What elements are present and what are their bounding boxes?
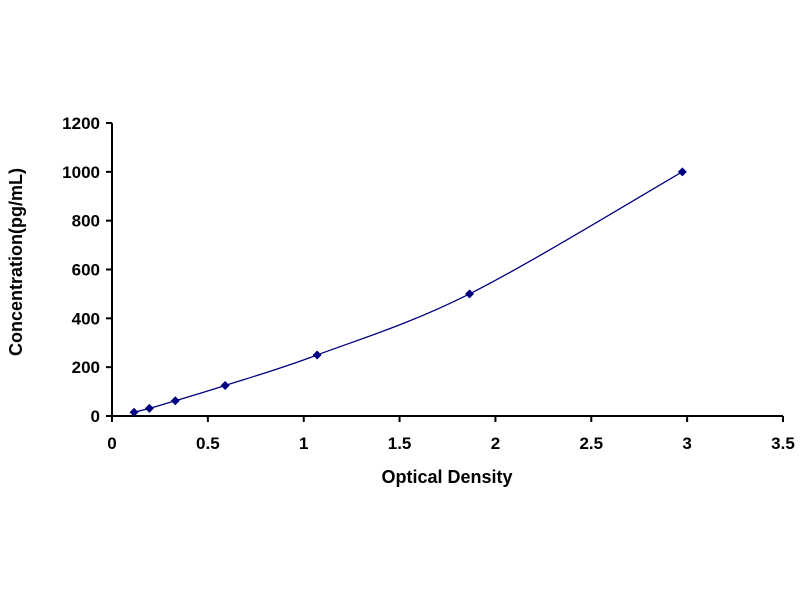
y-tick-label: 0	[91, 407, 100, 426]
x-tick-label: 0.5	[196, 434, 220, 453]
data-point	[312, 350, 322, 360]
x-tick-label: 3.5	[771, 434, 795, 453]
y-tick-label: 200	[72, 358, 100, 377]
x-tick-label: 3	[682, 434, 691, 453]
y-tick-label: 800	[72, 212, 100, 231]
x-tick-label: 2.5	[579, 434, 603, 453]
series-curve	[133, 171, 683, 413]
x-tick-label: 1.5	[388, 434, 412, 453]
y-tick-label: 400	[72, 309, 100, 328]
x-tick-label: 1	[299, 434, 308, 453]
x-axis-ticks: 0 0.5 1 1.5 2 2.5 3 3.5	[107, 416, 795, 453]
data-point	[465, 289, 475, 299]
y-tick-label: 600	[72, 261, 100, 280]
y-axis-ticks: 0 200 400 600 800 1000 1200	[62, 114, 112, 426]
x-tick-label: 2	[491, 434, 500, 453]
data-points	[129, 167, 687, 417]
y-tick-label: 1000	[62, 163, 100, 182]
data-point	[129, 407, 139, 417]
x-axis-title: Optical Density	[381, 467, 512, 487]
x-tick-label: 0	[107, 434, 116, 453]
y-axis-title: Concentration(pg/mL)	[6, 168, 26, 356]
data-point	[677, 167, 687, 177]
y-tick-label: 1200	[62, 114, 100, 133]
data-point	[170, 396, 180, 406]
data-point	[144, 403, 154, 413]
data-point	[220, 380, 230, 390]
